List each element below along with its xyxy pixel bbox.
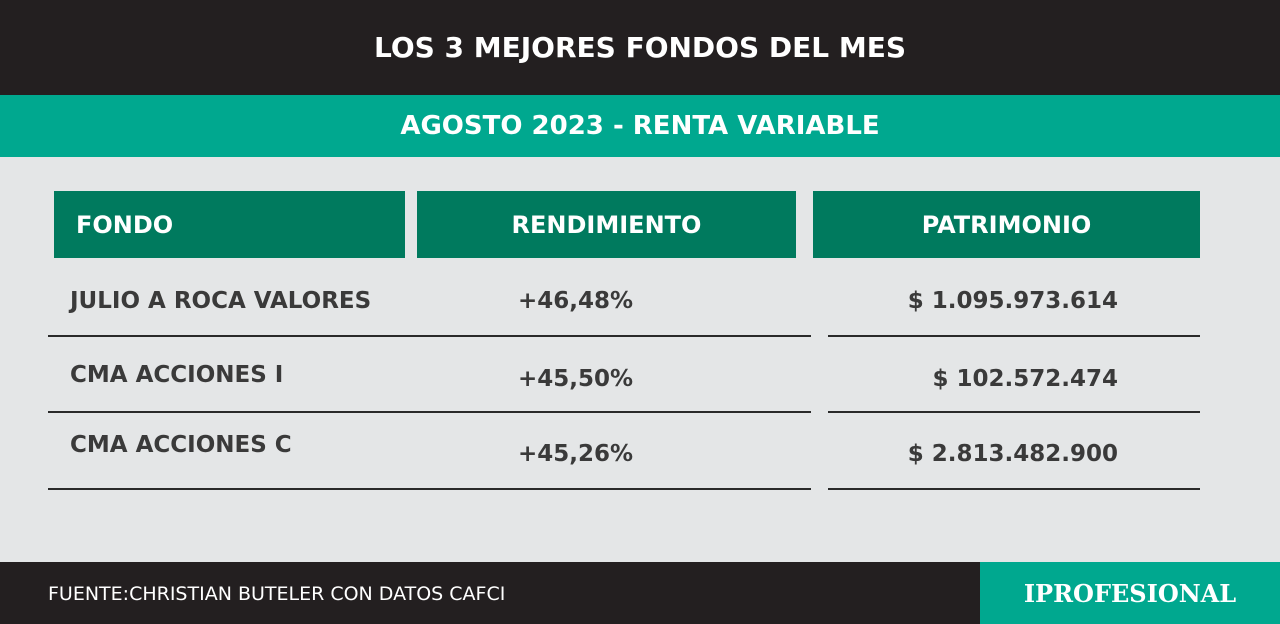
column-header: FONDO: [54, 191, 405, 258]
fund-name: CMA ACCIONES C: [70, 432, 292, 458]
return: +45,26%: [518, 441, 634, 467]
fund-name: CMA ACCIONES I: [70, 362, 284, 388]
brand-logo: IPROFESIONAL: [980, 562, 1280, 624]
row-rule: [48, 411, 811, 413]
title: LOS 3 MEJORES FONDOS DEL MES: [0, 0, 1280, 95]
assets: $ 1.095.973.614: [907, 288, 1118, 314]
row-rule: [48, 488, 811, 490]
return: +46,48%: [518, 288, 634, 314]
subtitle: AGOSTO 2023 - RENTA VARIABLE: [0, 95, 1280, 157]
column-header: PATRIMONIO: [813, 191, 1200, 258]
fund-name: JULIO A ROCA VALORES: [70, 288, 372, 314]
row-rule: [48, 335, 811, 337]
row-rule: [828, 411, 1200, 413]
return: +45,50%: [518, 366, 634, 392]
column-header: RENDIMIENTO: [417, 191, 796, 258]
assets: $ 102.572.474: [932, 366, 1118, 392]
assets: $ 2.813.482.900: [907, 441, 1118, 467]
row-rule: [828, 335, 1200, 337]
source: FUENTE:CHRISTIAN BUTELER CON DATOS CAFCI: [48, 583, 506, 605]
row-rule: [828, 488, 1200, 490]
